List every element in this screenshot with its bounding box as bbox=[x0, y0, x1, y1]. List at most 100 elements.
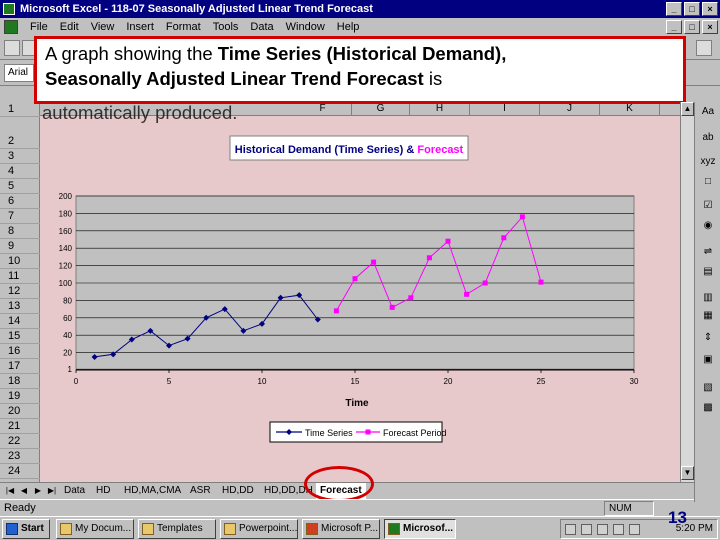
first-sheet-icon[interactable]: |◀ bbox=[5, 486, 15, 495]
windows-logo-icon bbox=[6, 523, 18, 535]
scroll-down-arrow-icon[interactable]: ▼ bbox=[681, 466, 694, 480]
x-tick-label: 30 bbox=[630, 377, 639, 386]
column-header-f[interactable]: F bbox=[294, 102, 352, 116]
time-series-point bbox=[314, 316, 321, 323]
tab-hd-dd-dh[interactable]: HD,DD,DH bbox=[264, 485, 313, 496]
x-tick-label: 5 bbox=[167, 377, 172, 386]
taskbar-item-microsoft-excel[interactable]: Microsof... bbox=[384, 519, 456, 539]
menu-view[interactable]: View bbox=[90, 21, 115, 33]
tab-hd-ma-cma[interactable]: HD,MA,CMA bbox=[124, 485, 182, 496]
antivirus-icon[interactable] bbox=[597, 524, 608, 535]
edit-code-tool-icon[interactable]: ▩ bbox=[703, 402, 713, 413]
doc-restore-button[interactable]: □ bbox=[684, 20, 700, 34]
combo-box-tool-icon[interactable]: ▤ bbox=[703, 266, 713, 277]
legend-marker-forecast bbox=[365, 429, 371, 435]
row-header[interactable]: 13 bbox=[0, 299, 40, 314]
row-header[interactable]: 24 bbox=[0, 464, 40, 479]
minimize-button[interactable]: _ bbox=[666, 2, 682, 16]
group-box-tool-icon[interactable]: xyz bbox=[700, 156, 716, 167]
combo-dropdown-tool-icon[interactable]: ▦ bbox=[703, 310, 713, 321]
x-tick-label: 10 bbox=[258, 377, 267, 386]
column-header-i[interactable]: I bbox=[470, 102, 540, 116]
row-header[interactable]: 11 bbox=[0, 269, 40, 284]
new-file-icon[interactable] bbox=[4, 40, 20, 56]
maximize-button[interactable]: □ bbox=[684, 2, 700, 16]
menu-insert[interactable]: Insert bbox=[126, 21, 154, 33]
menu-file[interactable]: File bbox=[30, 21, 48, 33]
forecast-point bbox=[501, 235, 507, 241]
display-icon[interactable] bbox=[629, 524, 640, 535]
column-header-j[interactable]: J bbox=[540, 102, 600, 116]
font-name-box[interactable]: Arial bbox=[4, 64, 34, 82]
tab-asr[interactable]: ASR bbox=[190, 485, 211, 496]
printer-icon[interactable] bbox=[613, 524, 624, 535]
row-header[interactable]: 8 bbox=[0, 224, 40, 239]
spinner-tool-icon[interactable]: ▣ bbox=[703, 354, 713, 365]
column-header-g[interactable]: G bbox=[352, 102, 410, 116]
properties-tool-icon[interactable]: ▧ bbox=[703, 382, 713, 393]
excel-app-icon[interactable] bbox=[3, 3, 15, 15]
row-header[interactable]: 15 bbox=[0, 329, 40, 344]
list-box-tool-icon[interactable]: ⇌ bbox=[703, 246, 713, 257]
help-icon[interactable] bbox=[696, 40, 712, 56]
row-header[interactable]: 12 bbox=[0, 284, 40, 299]
scroll-bar-tool-icon[interactable]: ⇕ bbox=[703, 332, 713, 343]
taskbar-item-my-documents[interactable]: My Docum... bbox=[56, 519, 134, 539]
button-tool-icon[interactable]: □ bbox=[704, 176, 712, 187]
taskbar-item-templates[interactable]: Templates bbox=[138, 519, 216, 539]
row-header[interactable]: 10 bbox=[0, 254, 40, 269]
doc-close-button[interactable]: × bbox=[702, 20, 718, 34]
row-header[interactable]: 17 bbox=[0, 359, 40, 374]
menu-tools[interactable]: Tools bbox=[212, 21, 239, 33]
scroll-up-arrow-icon[interactable]: ▲ bbox=[681, 102, 694, 116]
row-header[interactable]: 4 bbox=[0, 164, 40, 179]
menu-data[interactable]: Data bbox=[250, 21, 274, 33]
row-header[interactable]: 22 bbox=[0, 434, 40, 449]
row-header[interactable]: 20 bbox=[0, 404, 40, 419]
vertical-scrollbar[interactable]: ▲ ▼ bbox=[680, 102, 694, 482]
row-header[interactable]: 19 bbox=[0, 389, 40, 404]
doc-minimize-button[interactable]: _ bbox=[666, 20, 682, 34]
row-header[interactable]: 14 bbox=[0, 314, 40, 329]
row-header[interactable]: 21 bbox=[0, 419, 40, 434]
menu-help[interactable]: Help bbox=[336, 21, 360, 33]
worksheet-area[interactable]: Historical Demand (Time Series) & Foreca… bbox=[40, 116, 680, 482]
row-header[interactable]: 16 bbox=[0, 344, 40, 359]
network-icon[interactable] bbox=[565, 524, 576, 535]
option-button-tool-icon[interactable]: ◉ bbox=[703, 220, 713, 231]
column-header-h[interactable]: H bbox=[410, 102, 470, 116]
row-header[interactable]: 7 bbox=[0, 209, 40, 224]
forecast-chart[interactable]: Historical Demand (Time Series) & Foreca… bbox=[40, 116, 680, 482]
edit-box-tool-icon[interactable]: ab bbox=[702, 132, 714, 143]
next-sheet-icon[interactable]: ▶ bbox=[34, 486, 42, 495]
row-header[interactable]: 9 bbox=[0, 239, 40, 254]
row-header[interactable]: 23 bbox=[0, 449, 40, 464]
combo-list-tool-icon[interactable]: ▥ bbox=[703, 292, 713, 303]
row-header[interactable]: 5 bbox=[0, 179, 40, 194]
prev-sheet-icon[interactable]: ◀ bbox=[20, 486, 28, 495]
volume-icon[interactable] bbox=[581, 524, 592, 535]
taskbar-clock: 5:20 PM bbox=[675, 523, 713, 534]
row-header[interactable]: 1 bbox=[0, 102, 40, 117]
label-tool-icon[interactable]: Aa bbox=[701, 106, 715, 117]
column-header-k[interactable]: K bbox=[600, 102, 660, 116]
tab-hd-dd[interactable]: HD,DD bbox=[222, 485, 254, 496]
y-tick-label: 140 bbox=[59, 244, 73, 253]
row-header[interactable]: 3 bbox=[0, 149, 40, 164]
menu-window[interactable]: Window bbox=[285, 21, 325, 33]
row-header[interactable]: 6 bbox=[0, 194, 40, 209]
menu-format[interactable]: Format bbox=[165, 21, 201, 33]
tab-hd[interactable]: HD bbox=[96, 485, 111, 496]
x-tick-label: 0 bbox=[74, 377, 79, 386]
taskbar-item-microsoft-powerpoint[interactable]: Microsoft P... bbox=[302, 519, 380, 539]
workbook-icon[interactable] bbox=[4, 20, 18, 34]
menu-edit[interactable]: Edit bbox=[59, 21, 79, 33]
row-header[interactable]: 2 bbox=[0, 134, 40, 149]
start-button[interactable]: Start bbox=[2, 519, 50, 539]
tab-data[interactable]: Data bbox=[64, 485, 86, 496]
taskbar-item-powerpoint-folder[interactable]: Powerpoint... bbox=[220, 519, 298, 539]
checkbox-tool-icon[interactable]: ☑ bbox=[703, 200, 713, 211]
close-button[interactable]: × bbox=[702, 2, 718, 16]
row-header[interactable]: 18 bbox=[0, 374, 40, 389]
last-sheet-icon[interactable]: ▶| bbox=[47, 486, 57, 495]
